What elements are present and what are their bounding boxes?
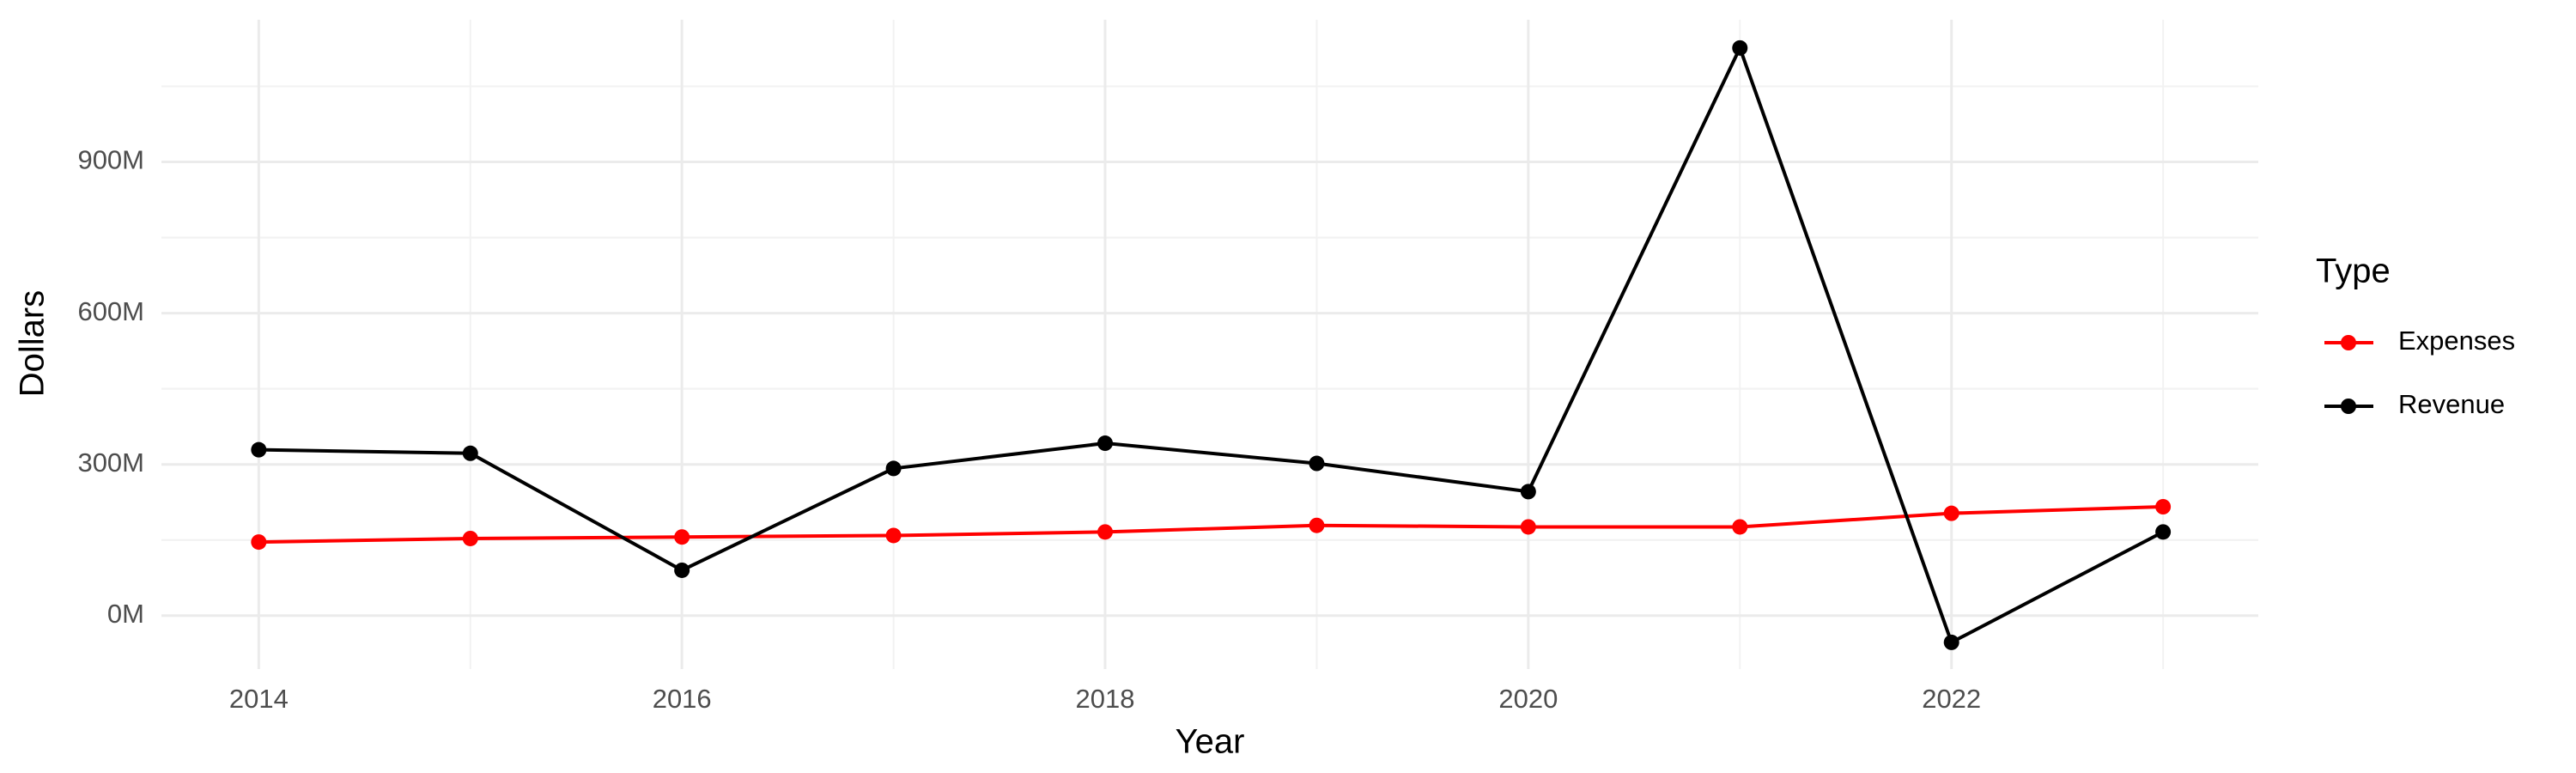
data-point: [462, 530, 478, 546]
x-tick-label: 2016: [653, 684, 712, 714]
data-point: [1943, 634, 1959, 650]
x-tick-label: 2014: [229, 684, 289, 714]
data-point: [1943, 505, 1959, 521]
data-point: [1309, 455, 1325, 472]
y-tick-label: 600M: [77, 296, 144, 326]
data-point: [885, 460, 902, 477]
legend-title: Type: [2316, 253, 2391, 290]
data-point: [2155, 499, 2172, 514]
legend-label: Revenue: [2398, 389, 2505, 419]
y-tick-label: 900M: [77, 145, 144, 175]
y-tick-label: 300M: [77, 447, 144, 478]
data-point: [1520, 519, 1536, 535]
legend-key-point: [2341, 399, 2356, 414]
data-point: [1520, 484, 1536, 500]
y-axis-title: Dollars: [14, 290, 52, 397]
series-line: [258, 505, 2164, 545]
x-axis-title: Year: [1176, 723, 1245, 761]
data-point: [251, 441, 267, 458]
data-point: [674, 562, 690, 578]
series-line: [258, 43, 2165, 645]
legend-label: Expenses: [2398, 326, 2515, 356]
x-tick-label: 2022: [1922, 684, 1981, 714]
data-point: [885, 527, 902, 544]
legend-key-point: [2341, 335, 2356, 350]
data-point: [1309, 517, 1325, 533]
data-point: [2155, 524, 2172, 540]
data-point: [462, 445, 478, 461]
y-tick-label: 0M: [107, 599, 144, 629]
data-point: [1732, 40, 1748, 56]
data-point: [674, 529, 690, 545]
data-point: [1732, 519, 1748, 535]
x-tick-label: 2018: [1076, 684, 1135, 714]
x-tick-label: 2020: [1498, 684, 1558, 714]
data-point: [1097, 524, 1114, 540]
data-point: [251, 534, 267, 551]
data-point: [1097, 435, 1114, 452]
